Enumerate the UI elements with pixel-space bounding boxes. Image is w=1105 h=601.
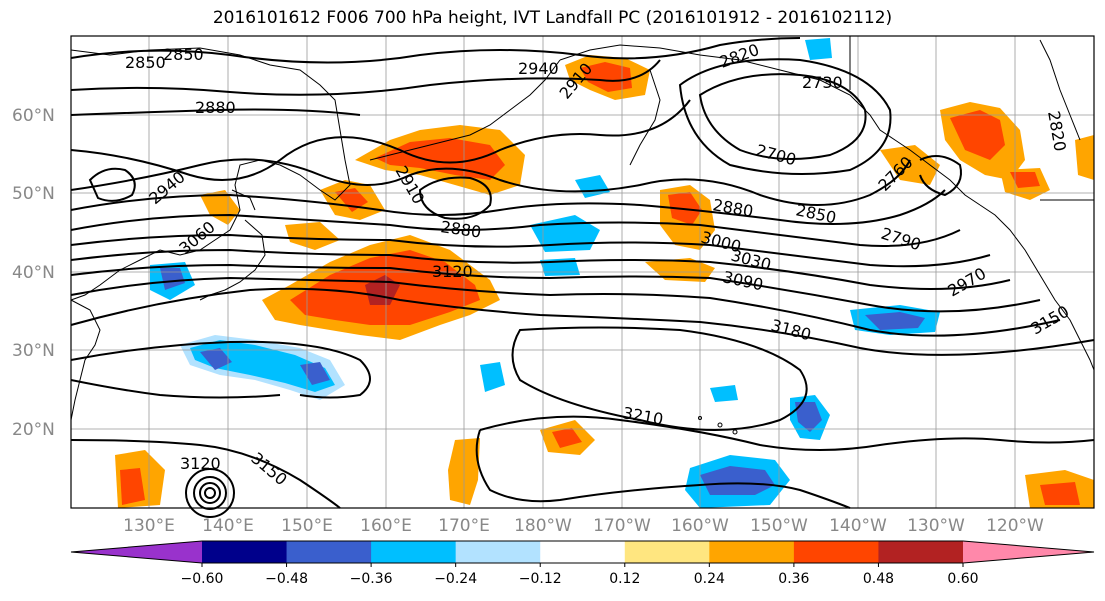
colorbar-segment	[455, 541, 541, 563]
latitude-axis: 60°N 50°N 40°N 30°N 20°N	[12, 106, 55, 440]
colorbar-tick-label: 0.60	[947, 571, 978, 587]
lon-label: 150°W	[750, 516, 808, 536]
colorbar-extend-low	[71, 541, 202, 563]
lon-label: 160°E	[360, 516, 412, 536]
lon-label: 120°W	[986, 516, 1044, 536]
lat-label: 50°N	[12, 184, 55, 204]
lat-label: 40°N	[12, 263, 55, 283]
lon-label: 130°E	[123, 516, 175, 536]
lat-label: 30°N	[12, 341, 55, 361]
colorbar-segment	[624, 541, 710, 563]
map-frame	[70, 35, 1095, 509]
colorbar-segment	[286, 541, 372, 563]
lon-label: 140°E	[202, 516, 254, 536]
colorbar-tick-label: −0.12	[519, 571, 562, 587]
lon-label: 140°W	[829, 516, 887, 536]
contour-label: 2730	[802, 73, 843, 92]
lon-label: 130°W	[907, 516, 965, 536]
lat-label: 60°N	[12, 106, 55, 126]
colorbar-segment	[709, 541, 795, 563]
colorbar-tick-label: 0.48	[863, 571, 894, 587]
lon-label: 160°W	[671, 516, 729, 536]
colorbar-segment	[202, 541, 288, 563]
map-title: 2016101612 F006 700 hPa height, IVT Land…	[212, 8, 893, 28]
lon-label: 180°W	[514, 516, 572, 536]
colorbar-segment	[540, 541, 626, 563]
gridlines	[71, 36, 1094, 508]
lon-label: 170°W	[593, 516, 651, 536]
contour-label: 2880	[195, 98, 236, 117]
colorbar-tick-label: 0.24	[694, 571, 725, 587]
contour-label: 2850	[125, 53, 166, 72]
lat-label: 20°N	[12, 420, 55, 440]
colorbar-segment	[878, 541, 964, 563]
colorbar-tick-label: 0.12	[609, 571, 640, 587]
colorbar-segment	[371, 541, 457, 563]
longitude-axis: 130°E 140°E 150°E 160°E 170°E 180°W 170°…	[123, 516, 1044, 536]
contour-label: 2940	[518, 59, 559, 78]
contour-label: 2850	[163, 45, 204, 64]
lon-label: 150°E	[281, 516, 333, 536]
lon-label: 170°E	[438, 516, 490, 536]
colorbar-tick-label: −0.48	[265, 571, 308, 587]
colorbar-tick-label: −0.60	[181, 571, 224, 587]
contour-label: 3120	[180, 454, 221, 473]
colorbar-tick-label: −0.36	[350, 571, 393, 587]
colorbar-tick-label: −0.24	[434, 571, 477, 587]
contour-label: 3120	[432, 262, 473, 281]
colorbar-tick-label: 0.36	[778, 571, 809, 587]
colorbar: −0.60 −0.48 −0.36 −0.24 −0.12 0.12 0.24 0.36 0.4…	[70, 540, 1095, 587]
colorbar-extend-high	[963, 541, 1094, 563]
height-contours	[70, 37, 1095, 518]
colorbar-segment	[793, 541, 879, 563]
